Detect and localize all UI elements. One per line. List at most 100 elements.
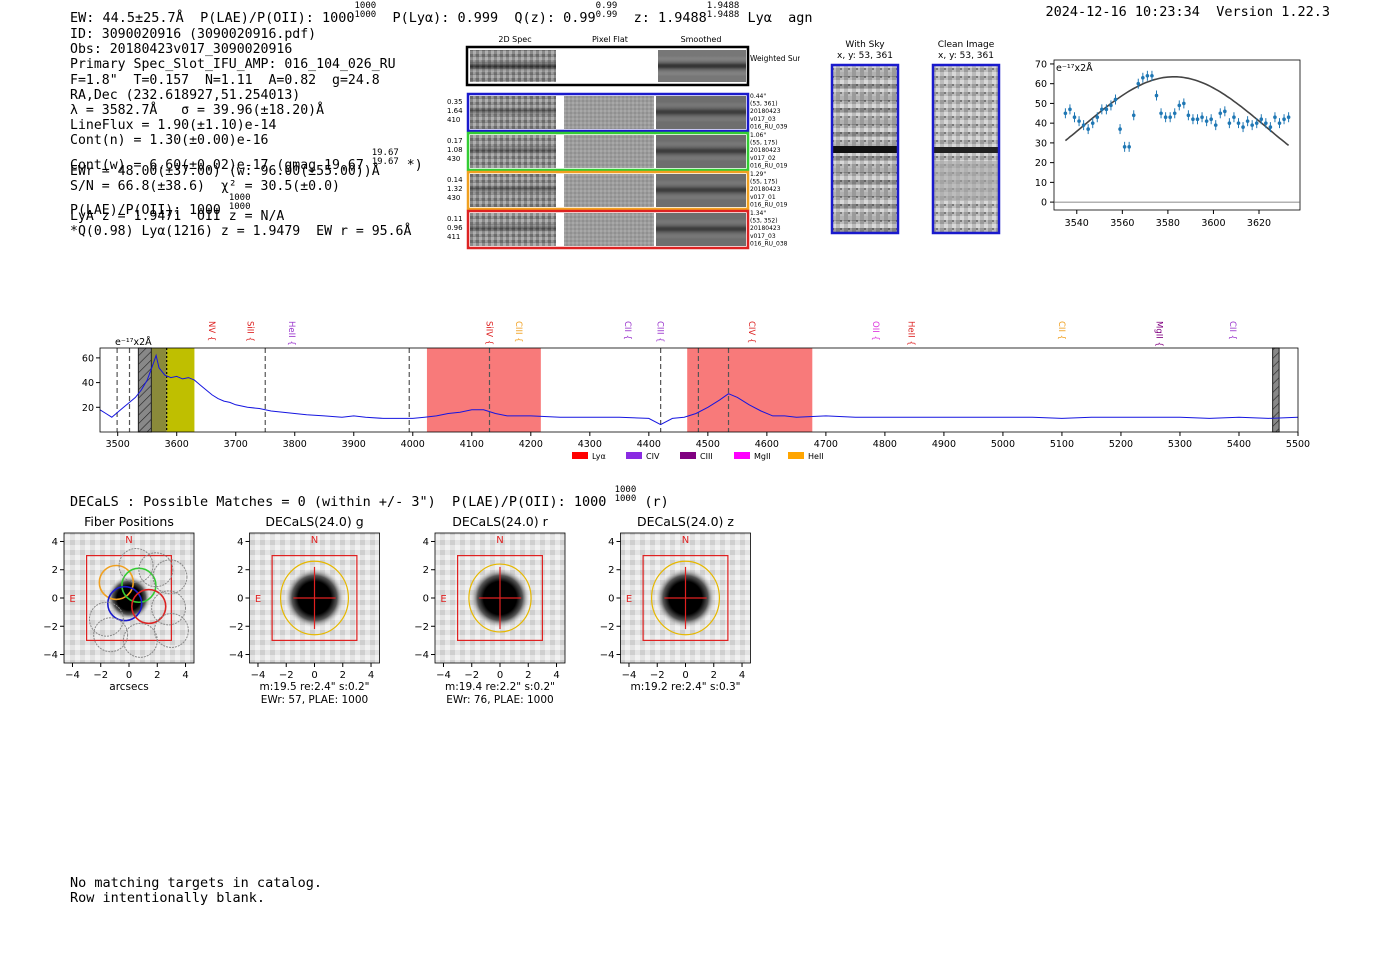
zoom-point [1136,81,1141,86]
zoom-xtick-label: 3600 [1201,218,1225,229]
zoom-fit-curve [1064,76,1290,147]
zoom-point [1086,127,1090,131]
zoom-xtick-label: 3580 [1156,218,1180,229]
zoom-point [1154,93,1159,98]
full-legend-swatch [626,452,642,459]
decals-xtick-label: −4 [251,670,266,681]
header-timestamp-version: 2024-12-16 10:23:34 Version 1.22.3 [1046,4,1331,20]
cutout-row-right-0-1: (53, 361) [750,101,778,108]
decals-caption1: m:19.4 re:2.2" s:0.2" [445,681,555,693]
cutout-row-right-0-2: 20180423 [750,108,781,115]
zoom-point [1191,117,1195,122]
decals-ytick-label: 0 [52,594,58,605]
header-version: Version 1.22.3 [1216,4,1330,20]
cutout-row-right-3-3: v017_03 [750,233,776,240]
zoom-ytick-label: 0 [1041,198,1047,209]
decals-ytick-label: −4 [229,650,244,661]
cutout-col-label-smooth: Smoothed [681,35,722,44]
decals-xtick-label: −2 [650,670,665,681]
full-xtick-label: 4900 [932,439,956,450]
fiber-circle [138,552,174,588]
full-xtick-label: 3500 [106,439,130,450]
decals-xtick-label: −4 [622,670,637,681]
zoom-point [1113,97,1118,102]
fiber-circle [131,588,167,625]
zoom-point [1186,113,1191,118]
zoom-point [1163,115,1168,120]
fiber-circle [152,559,188,595]
decals-xtick-label: 0 [126,670,132,681]
full-legend-swatch [680,452,696,459]
header-class: agn [788,10,813,26]
cutout-panel: 2D Spec Pixel Flat Smoothed Weighted Sum… [447,35,800,250]
decals-xtick-label: −2 [279,670,294,681]
full-xtick-label: 4000 [401,439,425,450]
decals-east-label: E [255,594,261,605]
full-xtick-label: 5100 [1050,439,1074,450]
decals-ytick-label: 2 [52,565,58,576]
zoom-point [1209,117,1213,122]
cutout-row-left-0-2: 410 [447,116,460,124]
info-block: ID: 3090020916 (3090020916.pdf) Obs: 201… [70,27,423,240]
full-shaded-yellow [166,348,195,432]
full-xtick-label: 4800 [873,439,897,450]
zoom-point [1159,111,1163,116]
cutout-row-left-3-0: 0.11 [447,215,463,223]
with-sky-title: With Sky [845,40,885,50]
cutout-row-right-0-3: v017_03 [750,116,776,123]
fiber-circle [153,613,189,648]
clean-image-frame [931,63,1001,235]
header-summary: EW: 44.5±25.7Å P(LAE)/P(OII): 10001000 10… [70,1,813,27]
full-legend-label: CIII [700,452,713,461]
info-plae: P(LAE)/P(OII): 1000 1000 1000 [70,193,251,219]
header-z: z: 1.9488 [633,10,707,26]
zoom-point [1286,115,1291,120]
decals-xtick-label: 2 [711,670,717,681]
full-hatched [137,347,152,433]
cutout-row-left-2-1: 1.32 [447,185,463,193]
zoom-ytick-label: 20 [1035,158,1047,169]
zoom-point [1273,115,1277,120]
decals-ytick-label: 4 [237,537,243,548]
cutout-row-right-2-4: 016_RU_019 [750,201,788,208]
cutout-row-left-3-2: 411 [447,233,460,241]
footer-line1: No matching targets in catalog. [70,875,322,891]
zoom-axes-frame [1053,59,1301,211]
decals-search-box [642,555,729,641]
cutout-row-right-2-0: 1.29" [750,171,766,178]
cutout-row-right-0-4: 016_RU_039 [750,123,788,130]
header-plae: P(LAE)/P(OII): 1000 [200,10,355,26]
cutout-flat-3 [564,213,654,246]
zoom-ytick-label: 70 [1035,59,1047,70]
full-spectrum-chart: 3500 3600 3700 3800 3900 4000 4100 4200 4300 4400… [82,321,1310,461]
cutout-flat-0 [564,96,654,129]
cutout-row-right-0-0: 0.44" [750,93,766,100]
decals-xtick-label: 4 [553,670,559,681]
decals-caption1: m:19.2 re:2.4" s:0.3" [631,681,741,693]
zoom-point [1104,107,1109,112]
full-axes-frame [99,347,1299,433]
zoom-ytick-label: 60 [1035,79,1047,90]
zoom-spectrum-chart: 3540 3560 3580 3600 3620 0 10 20 30 40 50 60 70 e⁻¹⁷x… [1035,59,1301,229]
full-legend-swatch [572,452,588,459]
cutout-row-right-2-3: v017_01 [750,194,776,201]
header-plae-frac: 1000 1000 [354,1,377,20]
zoom-point [1068,107,1072,112]
full-ytick-label: 20 [82,403,94,414]
zoom-point [1213,123,1218,127]
full-xtick-label: 4100 [460,439,484,450]
cutout-row-left-1-2: 430 [447,155,460,163]
zoom-point [1145,73,1150,78]
header-line: Lyα [747,10,772,26]
zoom-point [1077,119,1081,123]
info-sn: S/N = 66.8(±38.6) χ² = 30.5(±0.0) [70,178,340,194]
zoom-point [1218,111,1223,116]
full-line-label: MgII { [1153,321,1163,347]
zoom-xtick-label: 3560 [1110,218,1134,229]
decals-caption1: m:19.5 re:2.4" s:0.2" [260,681,370,693]
zoom-point [1172,111,1177,116]
info-id: ID: 3090020916 (3090020916.pdf) [70,27,317,42]
decals-xtick-label: −2 [93,670,108,681]
cutout-flat-2 [564,174,654,207]
with-sky-frame [830,63,900,235]
